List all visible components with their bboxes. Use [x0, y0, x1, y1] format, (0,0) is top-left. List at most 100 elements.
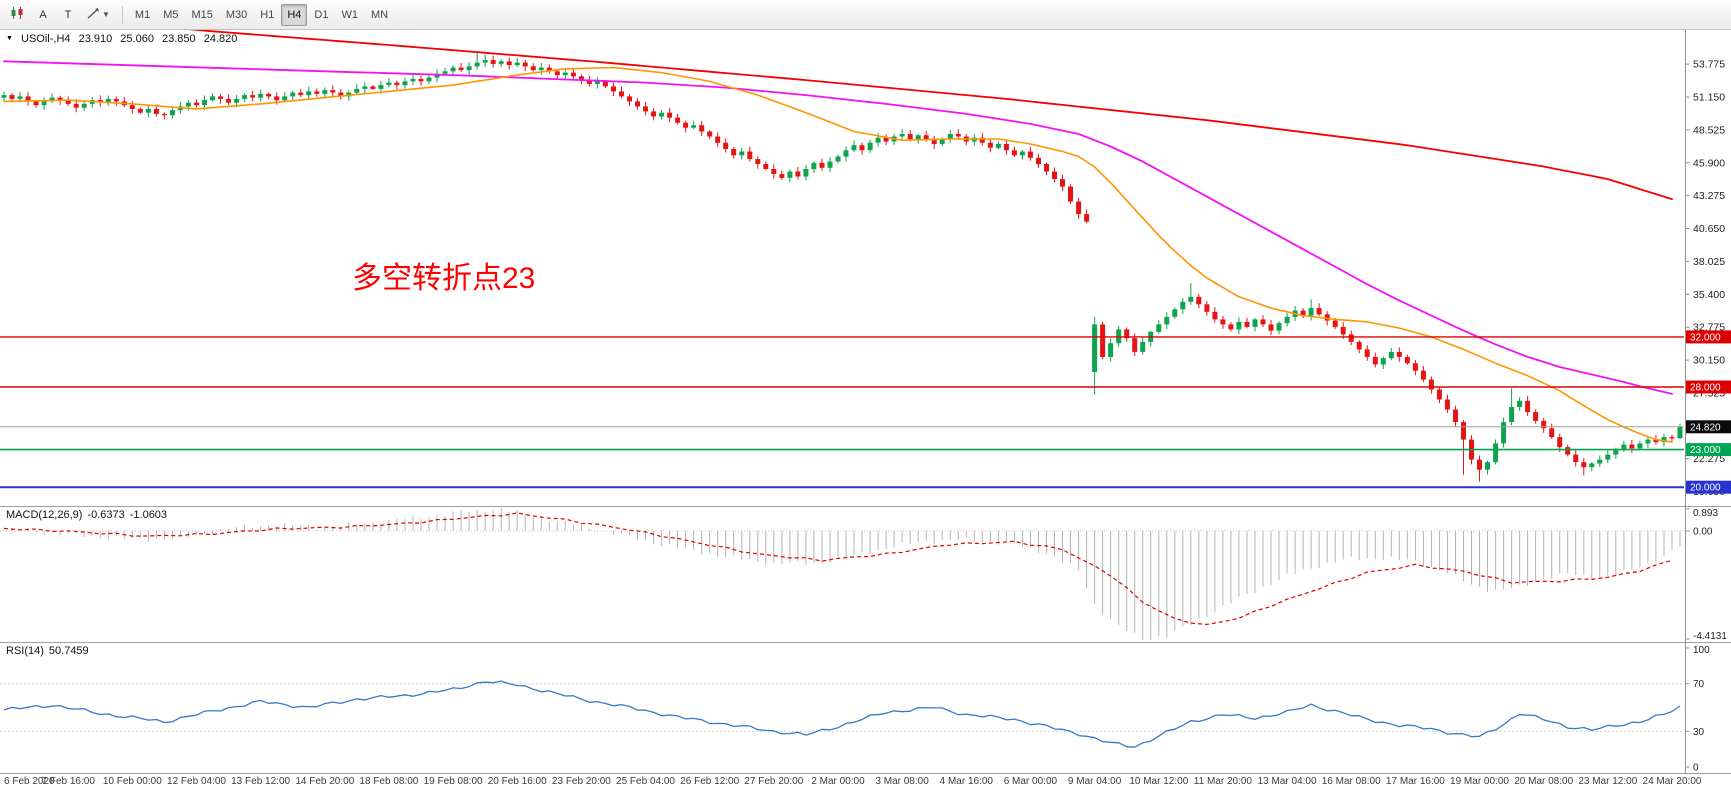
macd-chart-svg[interactable]: 0.893 0.00 -4.4131: [0, 506, 1731, 642]
price-badge-20.000: 20.000: [1686, 480, 1731, 494]
time-axis-label: 6 Feb 2020: [4, 776, 55, 787]
svg-text:35.400: 35.400: [1693, 289, 1725, 301]
timeframe-button-m30[interactable]: M30: [220, 4, 253, 26]
price-badge-23.000: 23.000: [1686, 443, 1731, 457]
time-axis-label: 19 Mar 00:00: [1450, 776, 1509, 787]
rsi-name: RSI(14): [6, 645, 44, 657]
ohlc-close: 24.820: [203, 33, 238, 45]
time-axis[interactable]: 6 Feb 2020 7 Feb 16:00 10 Feb 00:00 12 Feb …: [0, 773, 1731, 788]
svg-text:30: 30: [1693, 727, 1705, 738]
timeframe-button-mn[interactable]: MN: [365, 4, 394, 26]
timeframe-button-m5[interactable]: M5: [157, 4, 184, 26]
symbol-ohlc-label: ▼ USOil-,H4 23.910 25.060 23.850 24.820: [6, 33, 242, 45]
ma-red-line: [187, 30, 1673, 201]
timeframe-button-d1[interactable]: D1: [308, 4, 334, 26]
time-axis-label: 11 Mar 20:00: [1193, 776, 1252, 787]
symbol-name: USOil-,H4: [21, 33, 71, 45]
price-badge-28.000: 28.000: [1686, 380, 1731, 394]
macd-value-main: -0.6373: [87, 509, 125, 521]
svg-text:38.025: 38.025: [1693, 256, 1725, 268]
time-axis-label: 12 Feb 04:00: [167, 776, 226, 787]
time-axis-label: 16 Mar 08:00: [1321, 776, 1381, 787]
svg-text:20.000: 20.000: [1690, 483, 1721, 494]
trendline-icon: [87, 7, 100, 23]
macd-axis: 0.893 0.00 -4.4131: [1685, 506, 1727, 642]
time-axis-label: 23 Feb 20:00: [551, 776, 611, 787]
time-axis-label: 23 Mar 12:00: [1578, 776, 1638, 787]
macd-histogram: [3, 508, 1681, 641]
chart-type-icon-button[interactable]: [4, 4, 30, 26]
svg-text:53.775: 53.775: [1693, 59, 1725, 71]
time-axis-label: 17 Mar 16:00: [1385, 776, 1445, 787]
text-tool-button[interactable]: T: [56, 4, 80, 26]
main-chart-panel[interactable]: 53.775 51.150 48.525 45.900 43.275 40.650 38.0…: [0, 30, 1731, 506]
time-axis-label: 2 Mar 00:00: [811, 776, 865, 787]
time-axis-label: 25 Feb 04:00: [616, 776, 675, 787]
timeframe-button-h4[interactable]: H4: [281, 3, 308, 26]
macd-signal-line: [3, 512, 1673, 626]
ma-magenta-line: [3, 60, 1673, 395]
time-axis-label: 4 Mar 16:00: [939, 776, 993, 787]
time-axis-label: 19 Feb 08:00: [423, 776, 483, 787]
cursor-tool-button[interactable]: A: [31, 4, 55, 26]
cursor-tool-label: A: [39, 8, 47, 21]
chevron-down-icon: ▼: [102, 10, 110, 19]
horizontal-level-lines[interactable]: [0, 336, 1684, 489]
candles-layer: [1, 53, 1683, 482]
ohlc-open: 23.910: [78, 33, 113, 45]
time-axis-label: 3 Mar 08:00: [875, 776, 929, 787]
svg-text:22.275: 22.275: [1693, 453, 1725, 465]
rsi-axis: 100 70 30 0: [1685, 642, 1710, 774]
time-axis-label: 13 Feb 12:00: [231, 776, 291, 787]
svg-text:45.900: 45.900: [1693, 157, 1725, 169]
time-axis-label: 20 Mar 08:00: [1514, 776, 1574, 787]
svg-text:23.000: 23.000: [1690, 445, 1721, 456]
time-axis-label: 13 Mar 04:00: [1257, 776, 1317, 787]
macd-value-signal: -1.0603: [129, 509, 168, 521]
toolbar: A T ▼ M1 M5 M15 M30 H1 H4 D1 W1 MN: [0, 0, 1731, 30]
timeframe-toolbar: M1 M5 M15 M30 H1 H4 D1 W1 MN: [129, 3, 394, 26]
macd-label: MACD(12,26,9) -0.6373 -1.0603: [6, 509, 172, 521]
svg-text:51.150: 51.150: [1693, 92, 1725, 104]
time-axis-label: 10 Mar 12:00: [1129, 776, 1189, 787]
time-axis-label: 18 Feb 08:00: [359, 776, 419, 787]
time-axis-label: 20 Feb 16:00: [487, 776, 547, 787]
time-axis-label: 6 Mar 00:00: [1003, 776, 1058, 787]
svg-text:0: 0: [1693, 763, 1699, 774]
svg-text:28.000: 28.000: [1690, 383, 1721, 394]
time-axis-label: 7 Feb 16:00: [41, 776, 95, 787]
svg-text:70: 70: [1693, 679, 1705, 690]
time-axis-label: 27 Feb 20:00: [744, 776, 804, 787]
rsi-chart-svg[interactable]: 100 70 30 0: [0, 642, 1731, 773]
rsi-value: 50.7459: [48, 645, 89, 657]
svg-text:30.150: 30.150: [1693, 355, 1725, 367]
rsi-line: [3, 680, 1681, 748]
timeframe-button-w1[interactable]: W1: [335, 4, 364, 26]
svg-text:0.00: 0.00: [1693, 526, 1713, 537]
chart-annotation[interactable]: 多空转折点23: [352, 262, 536, 295]
rsi-panel[interactable]: 100 70 30 0 RSI(14) 50.7459: [0, 642, 1731, 773]
timeframe-button-h1[interactable]: H1: [254, 4, 280, 26]
svg-text:43.275: 43.275: [1693, 190, 1725, 202]
svg-text:32.000: 32.000: [1690, 332, 1721, 343]
text-tool-label: T: [64, 8, 72, 21]
timeframe-button-m1[interactable]: M1: [129, 4, 156, 26]
time-axis-label: 24 Mar 20:00: [1642, 776, 1702, 787]
svg-text:40.650: 40.650: [1693, 223, 1725, 235]
bid-price-badge: 24.820: [1686, 420, 1731, 434]
svg-text:24.820: 24.820: [1690, 422, 1721, 433]
timeframe-button-m15[interactable]: M15: [185, 4, 218, 26]
macd-panel[interactable]: 0.893 0.00 -4.4131 MACD(12,26,9) -0.6373 -1.…: [0, 506, 1731, 642]
time-axis-label: 26 Feb 12:00: [680, 776, 740, 787]
symbol-collapse-icon[interactable]: ▼: [6, 35, 13, 42]
time-axis-label: 9 Mar 04:00: [1067, 776, 1122, 787]
price-badge-32.000: 32.000: [1686, 330, 1731, 344]
price-axis: 53.775 51.150 48.525 45.900 43.275 40.650 38.0…: [1685, 30, 1725, 506]
time-axis-label: 10 Feb 00:00: [102, 776, 162, 787]
ma-orange-line: [3, 66, 1673, 443]
drawing-tool-dropdown-button[interactable]: ▼: [81, 4, 116, 26]
ohlc-high: 25.060: [120, 33, 154, 45]
price-chart-svg[interactable]: 53.775 51.150 48.525 45.900 43.275 40.650 38.0…: [0, 30, 1731, 506]
time-axis-label: 14 Feb 20:00: [295, 776, 355, 787]
